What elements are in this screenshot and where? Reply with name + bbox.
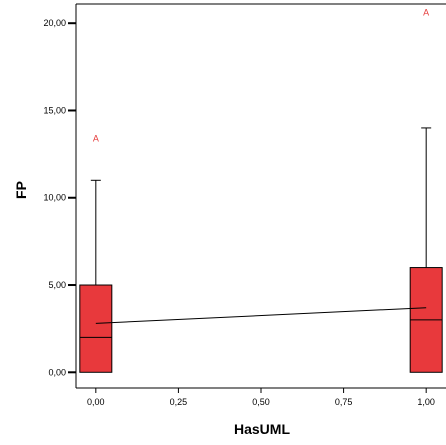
- x-axis-title: HasUML: [234, 421, 290, 437]
- x-tick-label: 0,25: [170, 397, 188, 407]
- outlier-marker: A: [423, 8, 429, 18]
- y-tick-label: 5,00: [48, 280, 66, 290]
- x-tick-label: 0,75: [335, 397, 353, 407]
- x-tick-label: 0,50: [252, 397, 270, 407]
- y-tick-label: 0,00: [48, 367, 66, 377]
- outlier-marker: A: [93, 133, 99, 143]
- median-connect-line: [95, 307, 427, 324]
- x-tick-label: 0,00: [87, 397, 105, 407]
- y-tick-label: 15,00: [43, 105, 66, 115]
- y-axis-title: FP: [13, 181, 29, 199]
- box: [79, 284, 113, 373]
- y-tick-label: 20,00: [43, 18, 66, 28]
- x-tick-label: 1,00: [417, 397, 435, 407]
- y-tick-label: 10,00: [43, 193, 66, 203]
